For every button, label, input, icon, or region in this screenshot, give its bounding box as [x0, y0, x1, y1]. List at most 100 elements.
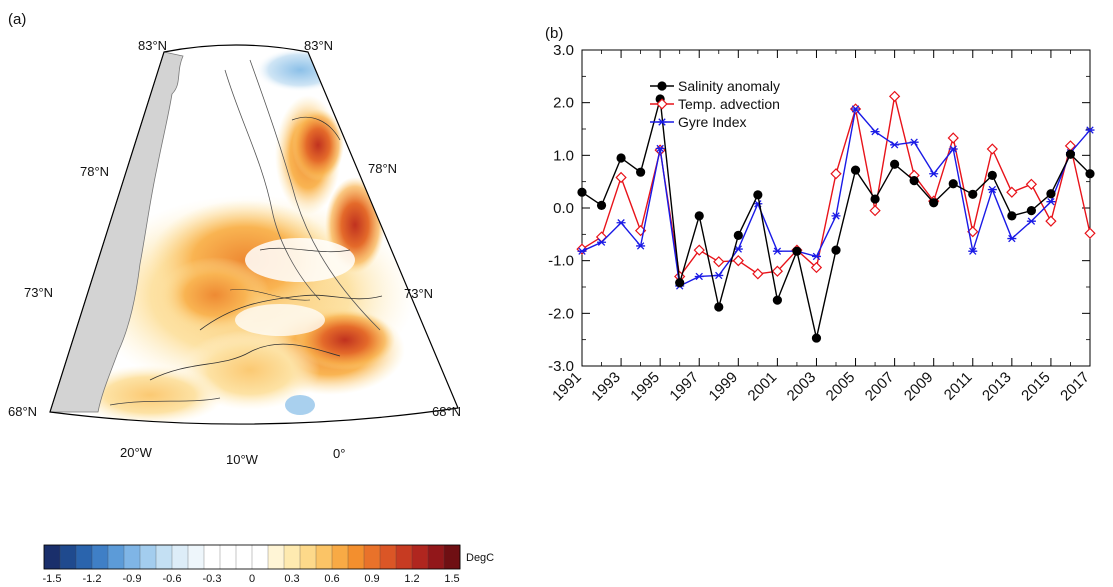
colorbar-cell: [107, 544, 125, 570]
data-point: [714, 271, 724, 280]
colorbar-tick-label: 0.9: [364, 573, 379, 585]
data-point: [810, 261, 823, 274]
colorbar-tick-labels: -1.5 -1.2 -0.9 -0.6 -0.3 0 0.3 0.6 0.9 1.2 1.5: [43, 573, 460, 585]
data-point: [1084, 227, 1096, 239]
x-tick-label: 2001: [745, 369, 781, 405]
data-point: [596, 200, 607, 210]
data-point: [888, 90, 901, 102]
data-point: [929, 170, 939, 178]
data-point: [1007, 234, 1017, 243]
data-point: [1026, 217, 1036, 225]
data-point: [967, 226, 979, 238]
colorbar-cell: [43, 544, 61, 570]
data-point: [987, 185, 997, 194]
colorbar-cell: [139, 544, 157, 570]
data-point: [831, 245, 841, 255]
y-tick-label: 1.0: [553, 147, 574, 164]
data-point: [968, 247, 978, 255]
data-point: [968, 189, 978, 199]
data-point: [1085, 169, 1095, 179]
data-point: [733, 245, 743, 253]
colorbar-frame: [43, 544, 461, 570]
x-tick-label: 2013: [979, 369, 1015, 405]
lat-label-78n-left: 78°N: [80, 164, 109, 179]
data-point: [870, 194, 880, 204]
x-tick-label: 1997: [666, 369, 702, 405]
map-panel: (a) 83°N: [8, 11, 461, 467]
x-tick-label: 2003: [784, 369, 820, 405]
lat-label-73n-right: 73°N: [404, 286, 433, 301]
colorbar-tick-label: 0: [249, 573, 255, 585]
data-point: [947, 132, 959, 144]
x-tick-label: 2017: [1057, 369, 1093, 405]
data-point: [870, 127, 880, 136]
colorbar-cell: [171, 544, 189, 570]
data-point: [713, 256, 725, 268]
colorbar-cell: [91, 544, 109, 570]
colorbar-cell: [315, 544, 333, 570]
colorbar-cell: [331, 544, 349, 570]
colorbar-cell: [283, 544, 301, 570]
legend: Salinity anomaly Temp. advection Gyre Inde…: [650, 78, 780, 130]
data-point: [595, 231, 608, 243]
x-tick-label: 2009: [901, 369, 937, 405]
data-point: [987, 170, 997, 180]
series-2: [577, 105, 1095, 290]
data-point: [811, 333, 822, 343]
data-point: [636, 167, 646, 177]
data-point: [1046, 189, 1056, 199]
data-point: [616, 219, 626, 227]
data-point: [657, 118, 667, 126]
colorbar-tick-label: 0.6: [324, 573, 339, 585]
data-point: [851, 105, 861, 113]
colorbar-cell: [235, 544, 253, 570]
y-tick-label: -3.0: [548, 358, 574, 375]
data-point: [577, 247, 587, 255]
colorbar-cells: [43, 544, 461, 570]
lat-label-78n-right: 78°N: [368, 161, 397, 176]
data-point: [714, 302, 724, 312]
data-point: [1085, 126, 1095, 134]
data-point: [1026, 206, 1036, 216]
data-point: [656, 98, 668, 110]
data-point: [869, 204, 881, 217]
legend-entry: Temp. advection: [650, 96, 780, 112]
data-point: [694, 272, 704, 281]
data-point: [772, 247, 782, 255]
colorbar-cell: [363, 544, 381, 570]
data-point: [772, 295, 782, 305]
colorbar-cell: [427, 544, 445, 570]
data-point: [675, 278, 685, 288]
colorbar-tick-label: 1.2: [404, 573, 419, 585]
data-point: [732, 255, 744, 267]
colorbar: DegC -1.5 -1.2 -0.9 -0.6 -0.3 0 0.3 0.6 0.9 1.2 1.…: [43, 544, 494, 585]
colorbar-cell: [75, 544, 93, 570]
lat-label-83n-left: 83°N: [138, 38, 167, 53]
x-tick-label: 1993: [588, 369, 624, 405]
x-tick-label: 2005: [823, 369, 859, 405]
colorbar-cell: [411, 544, 429, 570]
data-point: [1046, 197, 1056, 206]
data-point: [1025, 178, 1038, 190]
data-point: [890, 141, 900, 149]
x-tick-label: 2011: [941, 369, 976, 404]
colorbar-cell: [379, 544, 397, 570]
colorbar-unit: DegC: [466, 552, 494, 564]
series-line: [581, 107, 1091, 287]
data-point: [1007, 211, 1017, 221]
data-point: [771, 265, 784, 277]
legend-label: Temp. advection: [678, 96, 780, 112]
data-point: [636, 242, 646, 250]
series-0: [577, 94, 1095, 343]
colorbar-cell: [347, 544, 365, 570]
data-point: [577, 187, 587, 197]
data-point: [597, 238, 607, 246]
y-tick-label: -1.0: [548, 253, 574, 270]
data-point: [986, 143, 998, 155]
y-tick-label: 3.0: [553, 42, 574, 59]
panel-b-label: (b): [545, 25, 563, 42]
y-tick-label: 0.0: [553, 200, 574, 217]
lat-label-68n-right: 68°N: [432, 404, 461, 419]
lon-label-0: 0°: [333, 446, 345, 461]
colorbar-tick-label: -0.6: [163, 573, 182, 585]
